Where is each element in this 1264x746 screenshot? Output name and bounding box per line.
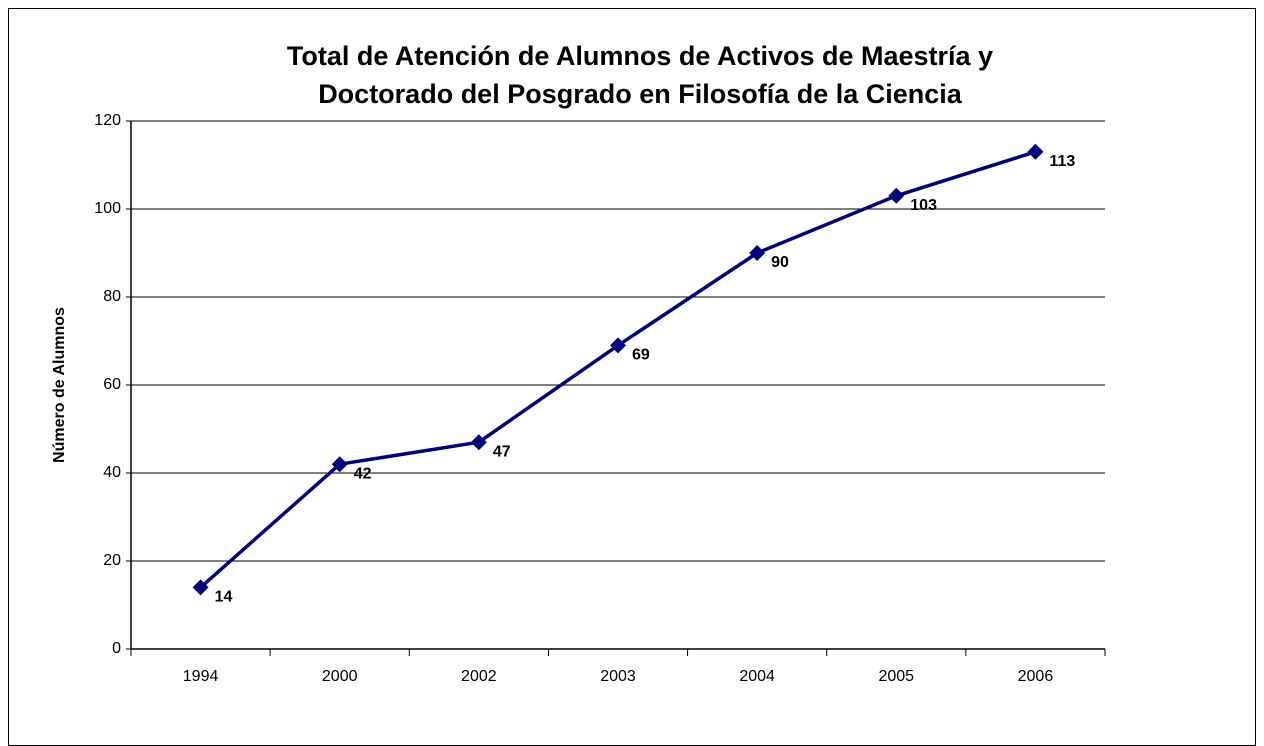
y-tick-label: 0 [112,640,121,657]
x-tick-label: 2002 [461,668,497,685]
data-label: 90 [771,254,789,271]
x-tick-label: 2005 [878,668,914,685]
data-label: 103 [910,197,937,214]
x-tick-label: 1994 [183,668,219,685]
chart-title: Total de Atención de Alumnos de Activos … [287,41,993,71]
marker [470,434,487,451]
data-label: 42 [354,465,372,482]
y-tick-label: 20 [103,552,121,569]
data-label: 113 [1049,153,1075,170]
x-tick-label: 2006 [1018,668,1054,685]
marker [331,456,348,473]
marker [888,187,905,204]
marker [610,337,626,354]
y-tick-label: 40 [103,464,121,481]
x-tick-label: 2003 [600,668,636,685]
y-tick-label: 60 [103,376,121,393]
line [199,150,1036,589]
y-tick-label: 80 [103,288,121,305]
data-label: 47 [493,443,511,460]
data-label: 14 [215,589,233,606]
marker [1027,143,1044,160]
chart-title: Doctorado del Posgrado en Filosofía de l… [318,79,963,109]
y-tick-label: 100 [94,200,121,217]
marker [749,245,766,261]
data-label: 69 [632,347,650,364]
x-tick-label: 2004 [739,668,775,685]
marker [192,579,209,596]
y-axis-title: Número de Alumnos [51,307,68,463]
x-tick-label: 2000 [322,668,358,685]
y-tick-label: 120 [94,112,121,129]
chart-frame [8,8,1256,746]
